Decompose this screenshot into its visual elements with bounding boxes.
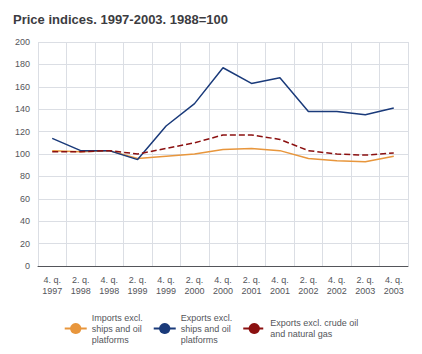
svg-text:180: 180 bbox=[15, 59, 30, 69]
svg-text:Imports excl.: Imports excl. bbox=[92, 313, 143, 323]
svg-text:4. q.: 4. q. bbox=[43, 275, 61, 285]
svg-text:160: 160 bbox=[15, 82, 30, 92]
svg-text:0: 0 bbox=[25, 261, 30, 271]
svg-text:40: 40 bbox=[20, 216, 30, 226]
svg-text:2000: 2000 bbox=[213, 286, 233, 296]
svg-text:2. q.: 2. q. bbox=[129, 275, 147, 285]
svg-text:2. q.: 2. q. bbox=[357, 275, 375, 285]
svg-text:4. q.: 4. q. bbox=[328, 275, 346, 285]
svg-text:2. q.: 2. q. bbox=[300, 275, 318, 285]
svg-text:1999: 1999 bbox=[156, 286, 176, 296]
svg-text:2. q.: 2. q. bbox=[72, 275, 90, 285]
svg-text:2003: 2003 bbox=[384, 286, 404, 296]
svg-text:Price indices. 1997-2003. 1988: Price indices. 1997-2003. 1988=100 bbox=[13, 12, 228, 27]
svg-text:Exports excl.: Exports excl. bbox=[181, 313, 233, 323]
svg-text:4. q.: 4. q. bbox=[214, 275, 232, 285]
svg-text:2000: 2000 bbox=[185, 286, 205, 296]
svg-text:platforms: platforms bbox=[181, 335, 219, 345]
svg-text:200: 200 bbox=[15, 37, 30, 47]
svg-text:120: 120 bbox=[15, 127, 30, 137]
svg-text:4. q.: 4. q. bbox=[271, 275, 289, 285]
svg-text:2001: 2001 bbox=[241, 286, 261, 296]
svg-text:and natural gas: and natural gas bbox=[270, 329, 333, 339]
svg-text:Exports excl. crude oil: Exports excl. crude oil bbox=[270, 318, 358, 328]
svg-text:60: 60 bbox=[20, 194, 30, 204]
svg-text:2003: 2003 bbox=[355, 286, 375, 296]
svg-text:100: 100 bbox=[15, 149, 30, 159]
svg-text:140: 140 bbox=[15, 104, 30, 114]
svg-text:platforms: platforms bbox=[92, 335, 130, 345]
svg-text:20: 20 bbox=[20, 239, 30, 249]
svg-text:2. q.: 2. q. bbox=[186, 275, 204, 285]
svg-text:1999: 1999 bbox=[128, 286, 148, 296]
svg-text:2002: 2002 bbox=[327, 286, 347, 296]
svg-text:4. q.: 4. q. bbox=[385, 275, 403, 285]
svg-text:80: 80 bbox=[20, 171, 30, 181]
svg-text:1997: 1997 bbox=[42, 286, 62, 296]
svg-text:2001: 2001 bbox=[270, 286, 290, 296]
svg-text:ships and oil: ships and oil bbox=[181, 324, 231, 334]
svg-text:1998: 1998 bbox=[71, 286, 91, 296]
svg-text:ships and oil: ships and oil bbox=[92, 324, 142, 334]
svg-text:1998: 1998 bbox=[99, 286, 119, 296]
svg-text:2002: 2002 bbox=[298, 286, 318, 296]
svg-text:4. q.: 4. q. bbox=[100, 275, 118, 285]
svg-text:2. q.: 2. q. bbox=[243, 275, 261, 285]
svg-text:4. q.: 4. q. bbox=[157, 275, 175, 285]
